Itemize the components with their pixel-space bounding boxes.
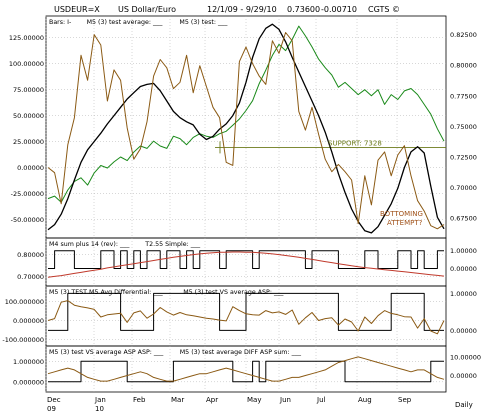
month-label: Dec [47,396,61,404]
legend-entry: T2.55 Simple: ___ [144,241,201,248]
header-name: US Dollar/Euro [118,5,176,14]
left-tick-label: 1.000000 [13,358,44,366]
series-line-black [48,360,444,383]
legend-entry: M4 sum plus 14 (rev): ___ [49,241,130,248]
legend-entry: M5 (3) test: ___ [179,19,228,26]
left-tick-label: 75.00000 [13,86,44,94]
right-tick-label: 0.80000 [450,62,477,70]
month-label: Sep [398,396,412,404]
header-range: 12/1/09 - 9/29/10 [207,5,277,14]
series-line-black [47,23,445,234]
left-tick-label: 0.00000 [17,164,44,172]
month-label: May [247,396,261,404]
series-line-black [48,250,444,269]
legend-entry: M5 (3) test VS average ASP ASP: ___ [49,349,164,356]
panel-main: 125.00000 100.00000 75.00000 50.00000 25.000… [9,15,477,239]
time-axis: Dec Jan Feb Mar Apr May Jun Jul Aug Sep … [47,396,473,413]
annotation-line2: ATTEMPT? [387,219,423,227]
left-tick-label: 125.00000 [9,34,44,42]
legend-entry: M5 (3) test average: ___ [87,19,164,26]
month-label: Jul [316,396,326,404]
series-line-red [47,251,445,278]
right-tick-label: 0.00000 [450,372,477,380]
panel-legend: M4 sum plus 14 (rev): ___ T2.55 Simple: _… [49,241,201,248]
left-tick-label: 0.000000 [13,378,44,386]
right-tick-label: 1.00000 [450,290,477,298]
left-tick-label: 100.00000 [9,60,44,68]
legend-entry: M5 (3) TEST M5 Avg Differential: ___ [49,289,164,296]
header-last: 0.73600 [287,5,320,14]
legend-entry: Bars: I- [49,19,71,26]
left-tick-label: -100.000000 [2,336,44,344]
panels-group: 125.00000 100.00000 75.00000 50.00000 25.000… [2,15,481,393]
panel-sub2: 100.000000 0.000000 -100.000000 1.00000 0.00… [2,285,477,347]
right-tick-label: 0.77500 [450,92,477,100]
left-tick-label: 100.000000 [5,298,44,306]
header-brand: CGTS © [368,5,400,14]
month-label: Jan [94,396,106,404]
month-label: Mar [171,396,184,404]
right-tick-label: 0.00000 [450,327,477,335]
left-tick-label: 25.00000 [13,138,44,146]
month-label: Jun [279,396,291,404]
left-tick-label: 0.70000 [17,273,44,281]
right-tick-label: 0.70000 [450,184,477,192]
right-tick-label: 0.00000 [450,265,477,273]
right-tick-label: 0.67500 [450,215,477,223]
legend-entry: M5 (3) test average DIFF ASP sum: ___ [180,349,302,356]
month-label: Aug [358,396,372,404]
series-line-brown [47,32,445,230]
series-line-black [48,292,444,331]
panel-legend: M5 (3) test VS average ASP ASP: ___ M5 (3… [49,349,302,356]
month-label: Feb [133,396,146,404]
annotation-line1: BOTTOMING [380,210,423,218]
right-tick-label: 0.82500 [450,31,477,39]
left-tick-label: -50.00000 [11,216,44,224]
year-label: 10 [95,405,104,413]
right-tick-label: 10.00000 [450,353,481,361]
panel-legend: Bars: I- M5 (3) test average: ___ M5 (3) t… [49,19,228,26]
right-tick-label: 1.00000 [450,247,477,255]
year-label: 09 [47,405,56,413]
header-change: -0.00710 [321,5,357,14]
left-tick-label: 50.00000 [13,112,44,120]
panel-legend: M5 (3) TEST M5 Avg Differential: ___ M5 (… [49,289,284,296]
left-tick-label: -25.00000 [11,190,44,198]
right-tick-label: 0.75000 [450,123,477,131]
period-label: Daily [455,401,473,409]
left-tick-label: 0.000000 [13,317,44,325]
series-line-green [47,25,445,203]
panel-sub1: 0.80000 0.70000 1.00000 0.00000 M4 sum plus … [17,237,477,287]
header-symbol: USDEUR=X [54,5,100,14]
support-annotation: SUPPORT: 7328 [328,139,382,147]
legend-entry: M5 (3) test VS average ASP: ___ [183,289,284,296]
month-label: Apr [206,396,218,404]
left-tick-label: 0.80000 [17,251,44,259]
series-line-brown [47,356,445,382]
panel-sub3: 1.000000 0.000000 10.00000 0.00000 M5 (3) te… [13,345,481,393]
series-line-brown [47,300,445,335]
right-tick-label: 0.72500 [450,153,477,161]
